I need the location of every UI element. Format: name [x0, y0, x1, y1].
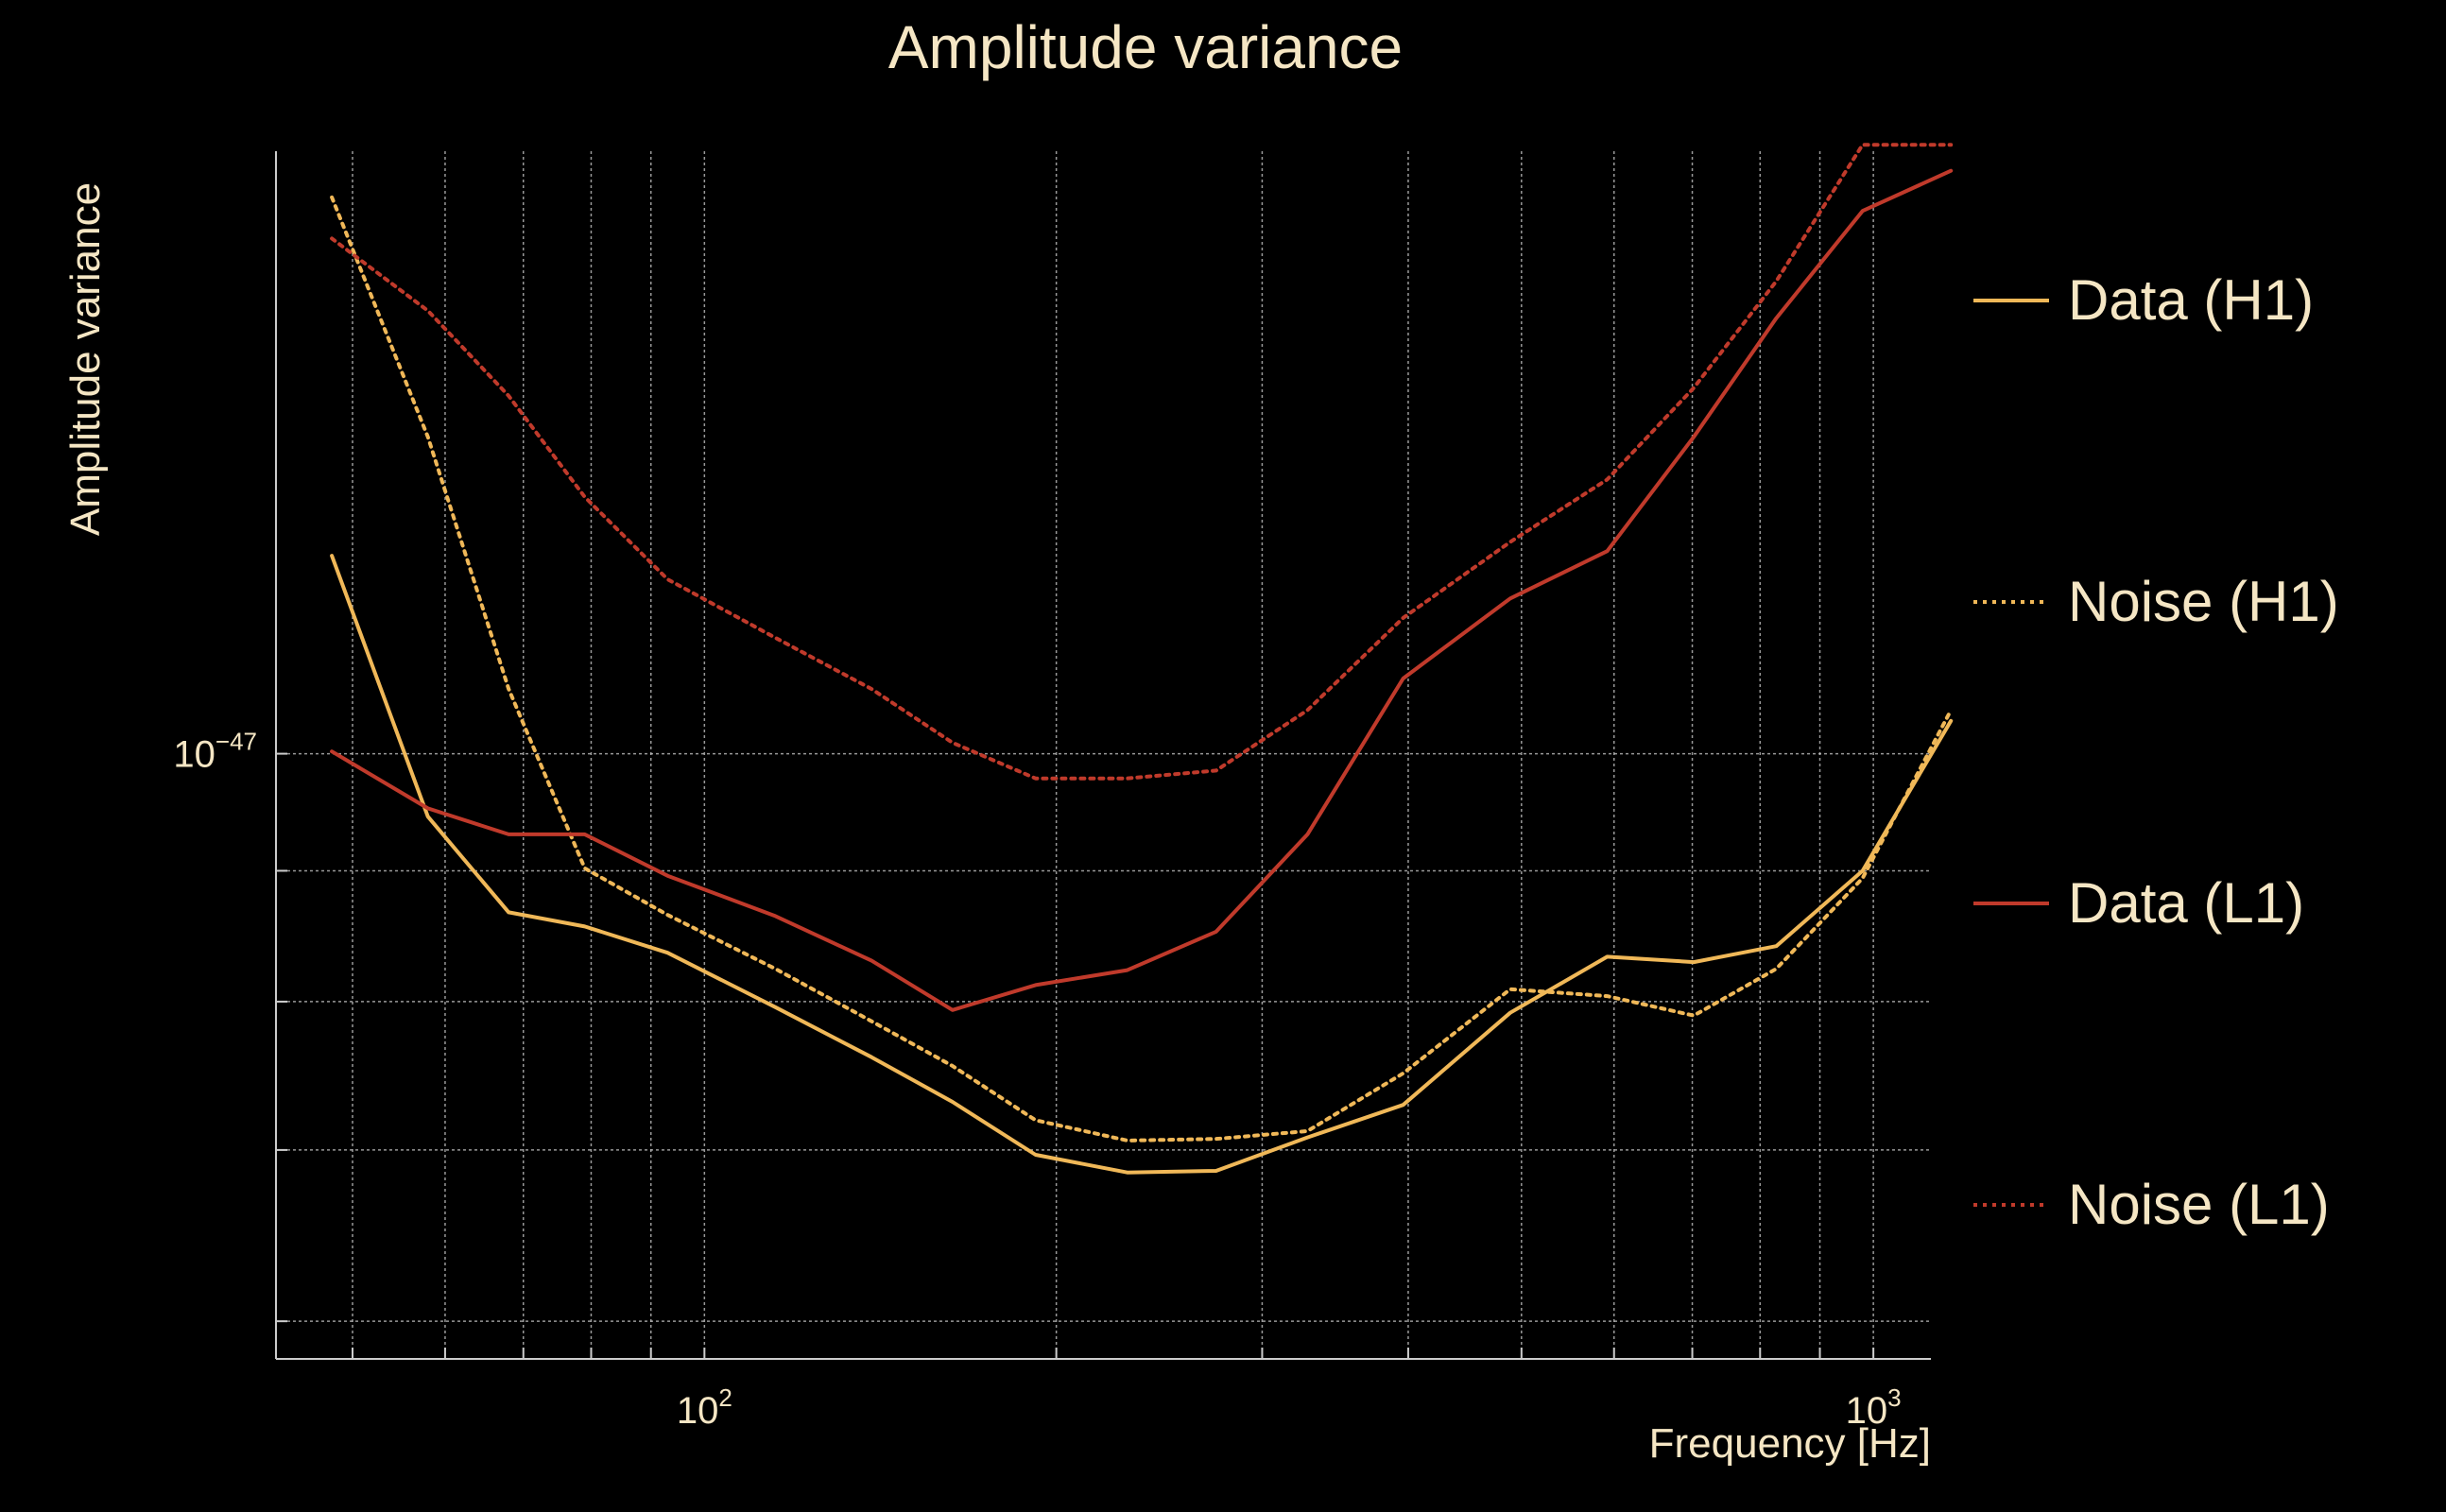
- x-axis-label: Frequency [Hz]: [1649, 1420, 1931, 1467]
- series-line-3: [330, 168, 1954, 1012]
- x-tick-label: 102: [677, 1383, 732, 1432]
- y-tick-exponent: −47: [215, 728, 257, 756]
- x-tick-exponent: 2: [718, 1383, 732, 1412]
- y-axis-label: Amplitude variance: [62, 182, 109, 536]
- x-tick-exponent: 3: [1887, 1383, 1901, 1412]
- legend-label-1: Data (H1): [2068, 268, 2314, 332]
- grid: [276, 151, 1931, 1359]
- chart-title: Amplitude variance: [888, 13, 1403, 81]
- series-line-4: [330, 143, 1954, 781]
- axes: [275, 151, 1931, 1360]
- tick-labels: 102 103 10−47: [173, 728, 1901, 1432]
- series-line-1: [330, 554, 1954, 1175]
- x-tick-label: 103: [1846, 1383, 1902, 1432]
- y-tick-label: 10−47: [173, 728, 257, 776]
- legend-label-4: Noise (L1): [2068, 1173, 2330, 1236]
- series-layer: [330, 143, 1954, 1175]
- series-line-2: [330, 195, 1954, 1143]
- legend-label-3: Data (L1): [2068, 871, 2304, 935]
- legend-label-2: Noise (H1): [2068, 570, 2339, 633]
- legend: Data (H1) Noise (H1) Data (L1) Noise (L1): [1973, 268, 2339, 1236]
